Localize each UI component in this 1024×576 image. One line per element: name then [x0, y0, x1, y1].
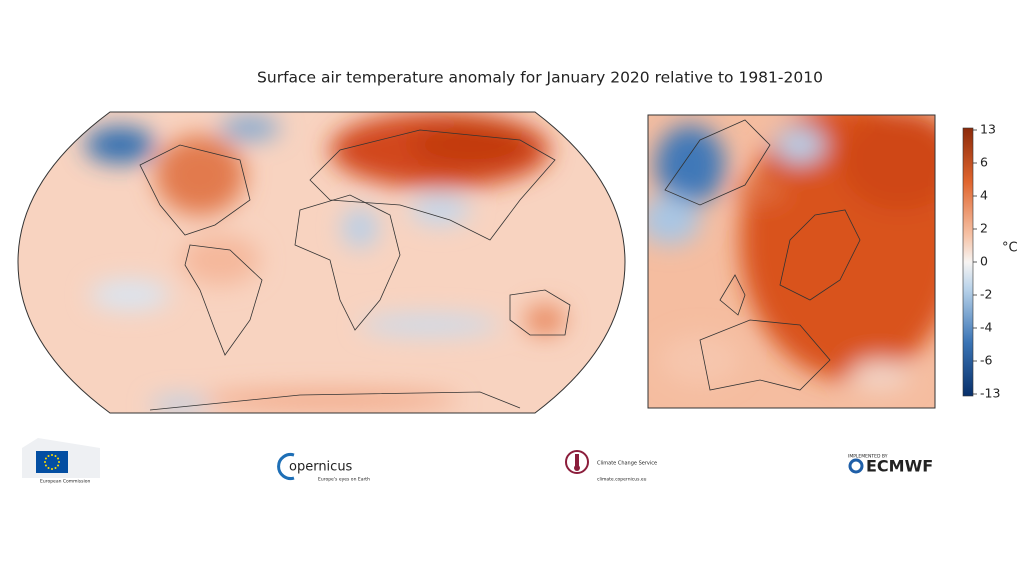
eu-logo: European Commission	[22, 438, 100, 485]
colorbar-tick-label: 4	[980, 188, 988, 203]
world-map-border	[17, 111, 626, 414]
ecmwf-logo: IMPLEMENTED BY ECMWF	[848, 454, 933, 476]
colorbar-tick-label: -13	[980, 386, 1000, 401]
ecmwf-caption: IMPLEMENTED BY	[848, 454, 888, 460]
eu-star	[44, 464, 47, 467]
eu-star	[58, 461, 60, 463]
eu-star	[44, 457, 47, 460]
eu-star	[51, 468, 53, 470]
colorbar-tick-label: -4	[980, 320, 993, 335]
copernicus-logo: opernicus Europe's eyes on Earth	[277, 453, 370, 483]
copernicus-tagline: Europe's eyes on Earth	[318, 477, 370, 483]
eu-star	[54, 454, 57, 457]
eu-star	[57, 464, 60, 467]
europe-map-border	[647, 114, 936, 409]
eu-star	[51, 454, 53, 456]
colorbar-ticks: 13 6 4 2 0 -2 -4 -6 -13	[973, 122, 1000, 401]
colorbar-tick-label: 13	[980, 122, 996, 137]
c3s-url: climate.copernicus.eu	[597, 477, 647, 483]
colorbar-tick-label: -6	[980, 353, 993, 368]
colorbar-tick-label: 2	[980, 221, 988, 236]
europe-map	[648, 115, 935, 408]
copernicus-name: opernicus	[289, 460, 353, 475]
eu-star	[47, 454, 50, 457]
eu-star	[54, 467, 57, 470]
map-title: Surface air temperature anomaly for Janu…	[257, 69, 823, 87]
colorbar-tick-label: -2	[980, 287, 992, 302]
colorbar-tick-label: 0	[980, 254, 988, 269]
eu-star	[57, 457, 60, 460]
world-map	[18, 112, 625, 413]
ecmwf-name: ECMWF	[866, 457, 933, 476]
colorbar-unit: °C	[1002, 241, 1018, 256]
c3s-name: Climate Change Service	[597, 461, 657, 467]
c3s-logo: Climate Change Service climate.copernicu…	[565, 450, 657, 483]
eu-logo-text: European Commission	[40, 479, 90, 485]
colorbar	[962, 127, 974, 397]
eu-star	[44, 461, 46, 463]
eu-star	[47, 467, 50, 470]
colorbar-tick-label: 6	[980, 155, 988, 170]
